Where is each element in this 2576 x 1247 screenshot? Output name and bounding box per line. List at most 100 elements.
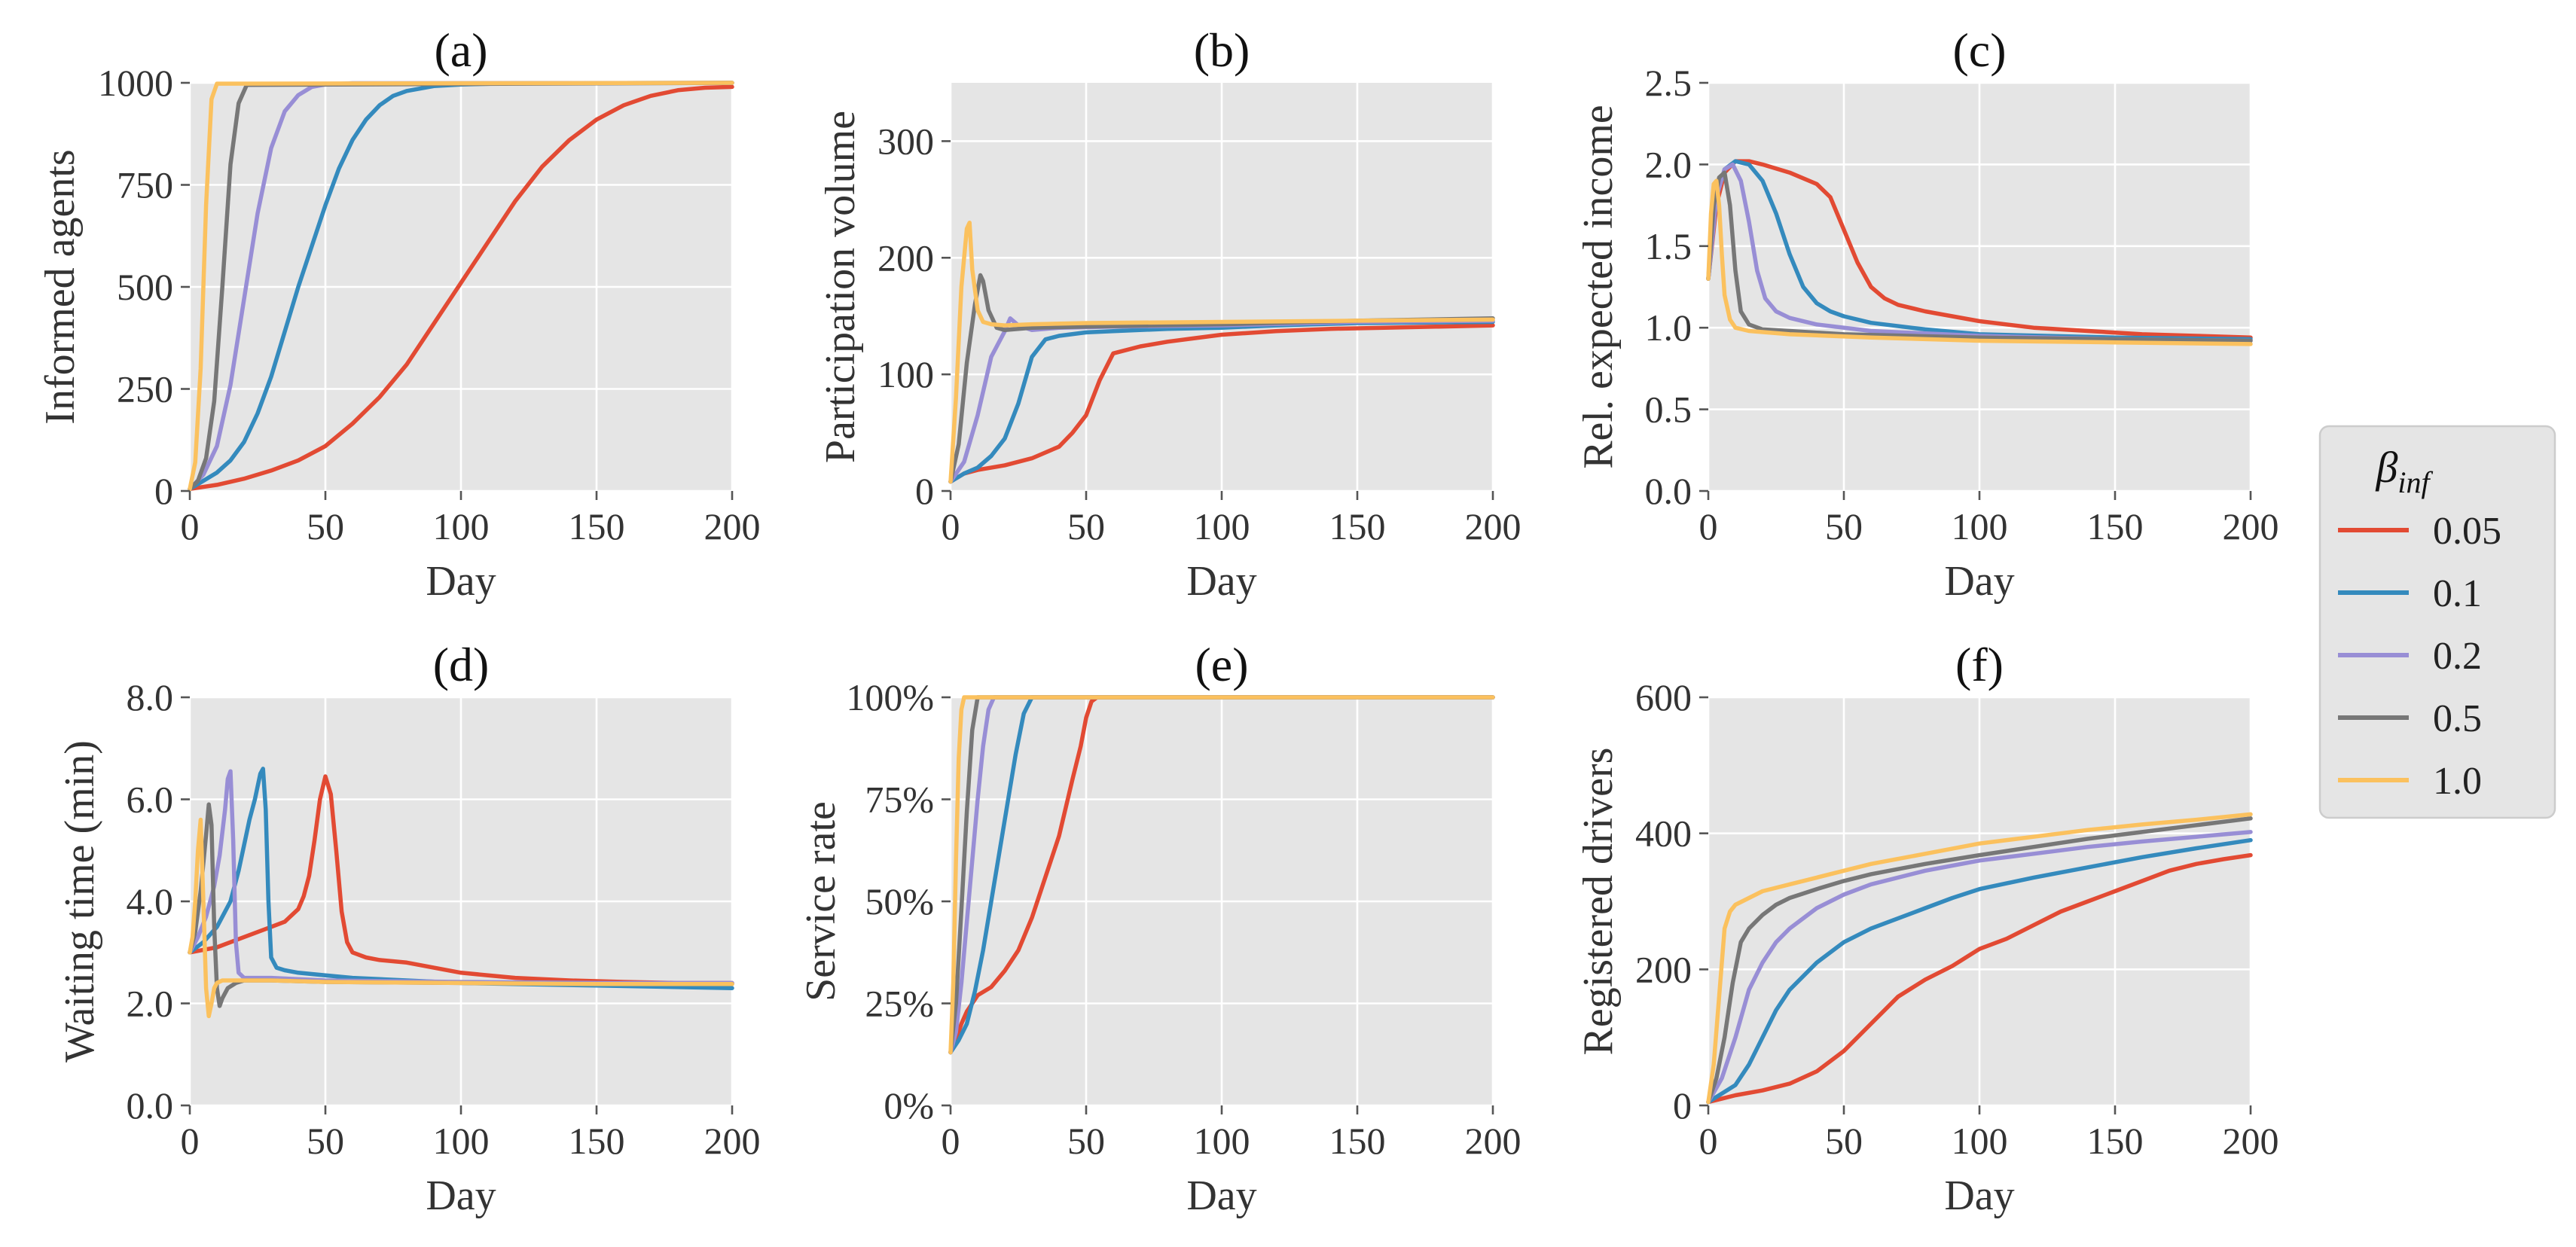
y-tick-label: 200: [1635, 948, 1692, 990]
y-tick-label: 0: [1673, 1084, 1692, 1127]
x-tick-label: 100: [1952, 1120, 2008, 1162]
series-line-0.05: [188, 774, 734, 986]
y-tick-label: 8.0: [127, 676, 174, 718]
chart-panel-6: 0 50 100 150 200 0 200 400 600 (f) Day Registered d…: [1575, 638, 2279, 1219]
panel-title: (f): [1955, 638, 2004, 691]
series-line-1.0: [1706, 178, 2253, 346]
legend-title-subscript: inf: [2397, 465, 2433, 499]
y-tick-label: 750: [117, 164, 173, 206]
x-tick-label: 50: [1067, 505, 1105, 547]
y-tick-label: 0: [154, 470, 173, 512]
panel-title: (a): [434, 23, 487, 77]
y-tick-label: 1.5: [1645, 225, 1692, 267]
y-tick-label: 2.0: [1645, 143, 1692, 185]
panel-title: (d): [433, 638, 490, 691]
y-tick-label: 250: [117, 368, 173, 410]
series-line-0.5: [1706, 816, 2253, 1105]
legend-label: 0.2: [2433, 635, 2482, 678]
chart-panels: 0 50 100 150 20002505007501000(a)DayInformed…: [37, 23, 2279, 1219]
x-axis-title: Day: [1186, 558, 1256, 605]
y-tick-label: 0: [915, 470, 934, 512]
series-line-0.05: [188, 84, 734, 492]
y-tick-label: 600: [1635, 676, 1692, 718]
x-axis-title: Day: [426, 1172, 496, 1219]
series-line-0.5: [188, 81, 734, 492]
chart-panel-2: 0 50 100 150 200 0 100 200 300 (b) Day Participatio…: [817, 23, 1521, 605]
x-tick-label: 150: [569, 1120, 625, 1162]
series-line-0.5: [1706, 170, 2253, 343]
series-line-0.1: [948, 695, 1495, 1055]
series-line-1.0: [188, 817, 734, 1019]
x-tick-label: 100: [433, 1120, 490, 1162]
legend-label: 0.1: [2433, 572, 2482, 615]
y-tick-label: 300: [877, 120, 934, 162]
x-axis-title: Day: [1186, 1172, 1256, 1219]
legend-label: 1.0: [2433, 760, 2482, 803]
y-tick-label: 4.0: [127, 880, 174, 922]
x-axis-title: Day: [426, 558, 496, 605]
x-tick-label: 200: [2223, 505, 2279, 547]
x-tick-label: 100: [1952, 505, 2008, 547]
series-line-0.1: [188, 81, 734, 492]
legend: βinf 0.05 0.1 0.2 0.5 1.0: [2318, 425, 2556, 819]
y-tick-label: 2.0: [127, 983, 174, 1025]
y-axis-title: Registered drivers: [1575, 748, 1622, 1056]
series-line-1.0: [948, 221, 1495, 484]
x-tick-label: 200: [1465, 1120, 1521, 1162]
y-axis-title: Service rate: [798, 801, 844, 1002]
x-axis-title: Day: [1944, 1172, 2014, 1219]
legend-entries: 0.05 0.1 0.2 0.5 1.0: [2338, 510, 2501, 803]
series-line-0.2: [1706, 830, 2253, 1105]
legend-label: 0.05: [2433, 510, 2501, 553]
x-tick-label: 50: [1067, 1120, 1105, 1162]
y-tick-label: 0.5: [1645, 389, 1692, 431]
x-tick-label: 0: [181, 1120, 200, 1162]
legend-item: 0.2: [2338, 635, 2482, 678]
x-tick-label: 50: [1825, 1120, 1863, 1162]
y-tick-label: 0.0: [1645, 470, 1692, 512]
x-tick-label: 200: [2223, 1120, 2279, 1162]
x-tick-label: 150: [1329, 505, 1386, 547]
series-line-1.0: [948, 695, 1495, 1055]
legend-title-symbol: β: [2375, 443, 2397, 492]
y-axis-title: Rel. expected income: [1575, 105, 1622, 469]
legend-item: 0.5: [2338, 697, 2482, 740]
x-tick-label: 0: [942, 505, 960, 547]
series-line-0.2: [948, 695, 1495, 1055]
x-tick-label: 150: [2087, 1120, 2144, 1162]
x-tick-label: 0: [181, 505, 200, 547]
panel-title: (c): [1952, 23, 2006, 77]
chart-panel-1: 0 50 100 150 200 0 250 500 750 1000 (a) Day Informed…: [37, 23, 761, 605]
x-tick-label: 100: [1194, 1120, 1250, 1162]
x-tick-label: 50: [307, 1120, 344, 1162]
y-tick-label: 200: [877, 236, 934, 279]
y-tick-label: 25%: [865, 983, 934, 1025]
y-tick-label: 0.0: [127, 1084, 174, 1127]
y-tick-label: 0%: [884, 1084, 934, 1127]
x-tick-label: 0: [1699, 1120, 1718, 1162]
x-tick-label: 200: [704, 505, 761, 547]
series-line-1.0: [1706, 812, 2253, 1105]
x-tick-label: 50: [307, 505, 344, 547]
y-tick-label: 1000: [98, 62, 173, 104]
panel-title: (e): [1195, 638, 1248, 691]
chart-panel-5: 0 50 100 150 200 0% 25% 50% 75% 100% (e) Day Service…: [798, 638, 1521, 1219]
x-tick-label: 150: [2087, 505, 2144, 547]
x-tick-label: 150: [1329, 1120, 1386, 1162]
y-tick-label: 100: [877, 353, 934, 395]
series-line-0.05: [948, 695, 1495, 1055]
panel-title: (b): [1194, 23, 1250, 77]
series-line-1.0: [188, 81, 734, 492]
x-tick-label: 100: [1194, 505, 1250, 547]
series-line-0.5: [948, 273, 1495, 484]
series-line-0.05: [948, 323, 1495, 484]
x-tick-label: 0: [942, 1120, 960, 1162]
x-tick-label: 50: [1825, 505, 1863, 547]
x-tick-label: 150: [569, 505, 625, 547]
legend-item: 1.0: [2338, 760, 2482, 803]
y-axis-title: Informed agents: [37, 149, 84, 424]
x-tick-label: 100: [433, 505, 490, 547]
y-axis-title: Participation volume: [817, 111, 864, 463]
y-tick-label: 50%: [865, 880, 934, 922]
chart-panel-3: 0 50 100 150 200 0.0 0.5 1.0 1.5 2.0 2.5 (c) Day Rel.…: [1575, 23, 2279, 605]
